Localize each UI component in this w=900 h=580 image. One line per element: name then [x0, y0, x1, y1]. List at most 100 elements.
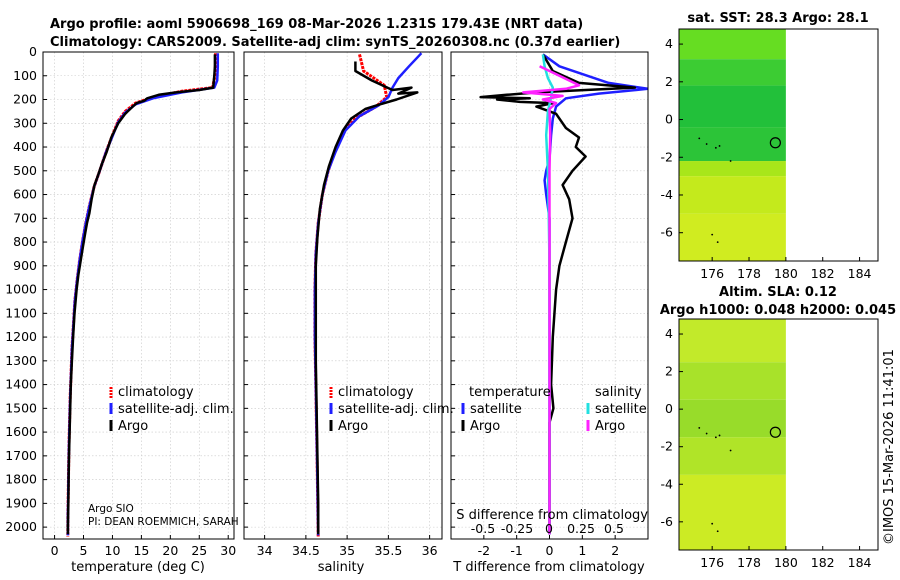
map-field-band [679, 161, 786, 177]
land-dot [718, 145, 721, 147]
map-field-band [679, 319, 786, 363]
salinity-grid [244, 51, 442, 539]
map-y-tick-label: -4 [661, 476, 674, 491]
map-field-band [679, 399, 786, 438]
land-dot [705, 143, 708, 145]
land-dot [729, 449, 732, 452]
x-tick-label: 35 [339, 543, 355, 558]
series-line-satellite-adj-clim- [313, 52, 423, 536]
diff-legend-temperature-heading: temperature [469, 385, 551, 400]
salinity-series [313, 52, 423, 537]
y-tick-label: 0 [29, 44, 37, 59]
map-field-band [679, 437, 786, 475]
map-field-band [679, 59, 786, 86]
map-y-tick-label: -6 [661, 514, 674, 529]
difference-xlabel: T difference from climatology [452, 560, 645, 575]
sal-legend-argo-label: Argo [338, 419, 368, 434]
land-dot [698, 137, 701, 140]
temperature-legend: climatology satellite-adj. clim. Argo [109, 385, 234, 434]
sla-map: 176 178 180 182 184 4 2 0 -2 -4 -6 [661, 318, 879, 570]
legend-argo-label: Argo [118, 419, 148, 434]
map-x-tick-label: 178 [737, 555, 761, 570]
y-tick-label: 1400 [5, 377, 37, 392]
y-tick-label: 1500 [5, 400, 37, 415]
y-tick-label: 800 [13, 234, 37, 249]
salinity-xlabel: salinity [318, 560, 365, 575]
land-dot [714, 436, 717, 439]
legend-climatology-label: climatology [118, 385, 194, 400]
series-line-temperature-satellite [542, 53, 648, 535]
map-y-tick-label: 4 [665, 326, 673, 341]
credit-line2: PI: DEAN ROEMMICH, SARAH [88, 516, 239, 528]
y-tick-label: 1300 [5, 353, 37, 368]
y-tick-label: 200 [13, 92, 37, 107]
y-tick-label: 1900 [5, 495, 37, 510]
imos-stamp: ©IMOS 15-Mar-2026 11:41:01 [882, 349, 897, 545]
y-tick-label: 300 [13, 115, 37, 130]
land-dot [698, 427, 701, 429]
x-tick-label: -1 [510, 543, 522, 558]
x-tick-label: 0 [51, 543, 59, 558]
y-tick-label: 1000 [5, 282, 37, 297]
salinity-axes-box [243, 51, 443, 540]
x-tick-label: 10 [105, 543, 121, 558]
difference-legend: temperature salinity satellite Argo sate… [461, 385, 647, 434]
diff-legend-sargo-label: Argo [595, 419, 625, 434]
land-dot [729, 160, 732, 162]
diff-legend-salinity-heading: salinity [595, 385, 642, 400]
s-diff-tick-label: 0.5 [604, 521, 624, 536]
argo-float-marker [769, 137, 781, 149]
map-y-tick-label: 4 [665, 36, 673, 51]
s-diff-tick-label: 0 [545, 521, 553, 536]
land-dot [718, 434, 721, 437]
y-tick-label: 1700 [5, 448, 37, 463]
x-tick-label: 20 [162, 543, 178, 558]
x-tick-label: 1 [578, 543, 586, 558]
map-y-tick-label: 0 [665, 401, 673, 416]
s-difference-label: S difference from climatology [456, 508, 648, 523]
x-tick-label: 36 [422, 543, 438, 558]
sst-map: 176 178 180 182 184 4 2 0 -2 -4 -6 [661, 28, 879, 281]
x-tick-label: -2 [478, 543, 490, 558]
map-field-band [679, 213, 786, 261]
map-field-band [679, 29, 786, 60]
x-tick-label: 34.5 [292, 543, 320, 558]
y-tick-label: 1100 [5, 305, 37, 320]
land-dot [714, 146, 717, 149]
x-tick-label: 15 [133, 543, 149, 558]
map-y-tick-label: 2 [665, 364, 673, 379]
map-x-tick-label: 180 [774, 555, 798, 570]
y-tick-label: 100 [13, 68, 37, 83]
sla-map-subtitle: Argo h1000: 0.048 h2000: 0.045 [660, 303, 896, 318]
y-tick-label: 900 [13, 258, 37, 273]
sla-map-title: Altim. SLA: 0.12 [719, 285, 837, 300]
series-line-salinity-argo [521, 65, 581, 535]
sst-map-title: sat. SST: 28.3 Argo: 28.1 [687, 11, 868, 26]
land-dot [711, 522, 714, 525]
map-x-tick-label: 184 [848, 555, 872, 570]
diff-legend-targo-label: Argo [470, 419, 500, 434]
s-diff-tick-label: -0.25 [501, 521, 533, 536]
credit-line1: Argo SIO [88, 503, 134, 515]
temperature-axes-box [42, 51, 235, 540]
map-y-tick-label: -4 [661, 187, 674, 202]
y-tick-label: 1800 [5, 472, 37, 487]
x-tick-label: 2 [611, 543, 619, 558]
diff-legend-tsat-label: satellite [470, 402, 522, 417]
map-y-tick-label: 0 [665, 112, 673, 127]
land-dot [716, 241, 719, 244]
temperature-series [66, 53, 220, 537]
map-field-band [679, 127, 786, 162]
figure-title-line2: Climatology: CARS2009. Satellite-adj cli… [50, 35, 620, 50]
sal-legend-satellite-label: satellite-adj. clim. [338, 402, 454, 417]
map-x-tick-label: 178 [737, 266, 761, 281]
y-tick-label: 500 [13, 163, 37, 178]
land-dot [705, 432, 708, 435]
map-field-band [679, 362, 786, 400]
map-x-tick-label: 180 [774, 266, 798, 281]
map-y-tick-label: 2 [665, 74, 673, 89]
map-x-tick-label: 184 [848, 266, 872, 281]
figure-title-line1: Argo profile: aoml 5906698_169 08-Mar-20… [50, 17, 583, 32]
map-y-tick-label: -6 [661, 225, 674, 240]
